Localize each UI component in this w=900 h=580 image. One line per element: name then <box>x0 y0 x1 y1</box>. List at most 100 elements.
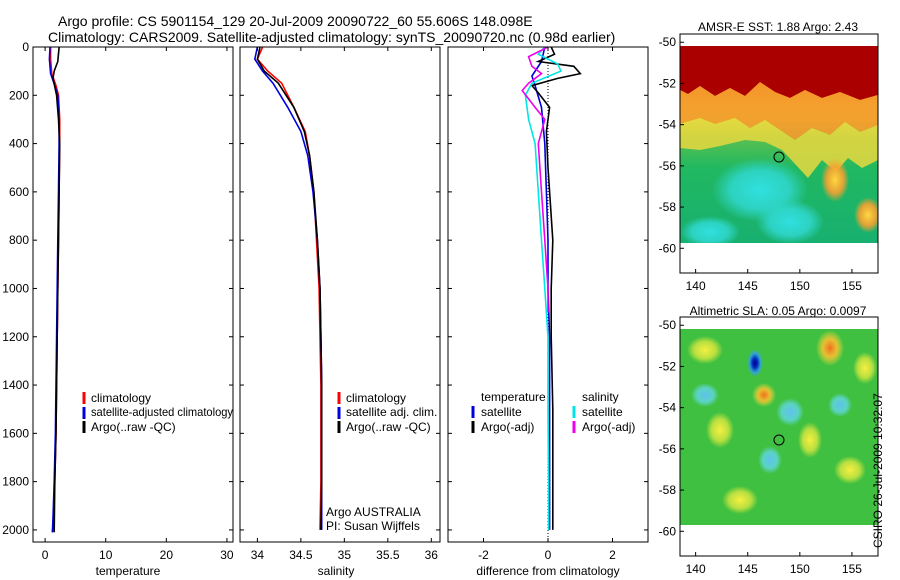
sst-map-panel: AMSR-E SST: 1.88 Argo: 2.43 140 145 150 155… <box>659 20 879 293</box>
salinity-legend: climatology satellite adj. clim. Argo(..… <box>337 391 437 434</box>
difference-xtick-label: 0 <box>545 548 552 562</box>
temperature-ytick-label: 400 <box>9 137 29 151</box>
sla-anomaly-8 <box>722 486 758 514</box>
sla_map-ytick-label: -58 <box>659 483 677 497</box>
sst_map-ytick-label: -54 <box>659 118 677 132</box>
sst-map-axis-ticks: 140 145 150 155 -50 -52 -54 -56 -58 -60 <box>659 35 863 293</box>
sst_map-ytick-label: -50 <box>659 35 677 49</box>
temperature-axis-ticks: 0 10 20 30 0 200 400 600 800 1000 1200 1400 1600 1800… <box>2 40 234 562</box>
sla-anomaly-11 <box>828 393 852 417</box>
sst_map-ytick-label: -56 <box>659 159 677 173</box>
sla-anomaly-6 <box>798 422 822 458</box>
sst-cold-tongue-3 <box>680 216 740 243</box>
difference-panel: -2 0 2 difference from climatology tempera… <box>447 46 649 578</box>
temperature-axis-label: temperature <box>96 564 161 578</box>
salinity-xtick-label: 35.5 <box>376 548 400 562</box>
sla-land-mask <box>680 525 878 556</box>
figure-title-line2: Climatology: CARS2009. Satellite-adjuste… <box>48 29 615 45</box>
csiro-timestamp-label: CSIRO 26-Jul-2009 10:32:07 <box>871 393 885 548</box>
sla-anomaly-4 <box>752 383 776 407</box>
difference-axis-ticks: -2 0 2 <box>448 46 648 562</box>
temperature-series <box>48 46 61 533</box>
sla_map-xtick-label: 155 <box>842 562 862 576</box>
temperature-panel: 0 10 20 30 0 200 400 600 800 1000 1200 1400 1600 1800… <box>2 40 234 578</box>
difference-legend: temperature satellite Argo(-adj) salinit… <box>471 390 635 434</box>
salinity-panel: 34 34.5 35 35.5 36 salinity climatology sate… <box>239 46 441 578</box>
sst_map-xtick-label: 140 <box>686 279 706 293</box>
sst-warm-front <box>680 46 878 100</box>
sst-heatmap <box>680 46 878 273</box>
sla-heatmap <box>680 329 878 556</box>
temperature-ytick-label: 600 <box>9 185 29 199</box>
sla-argo-position-marker <box>773 434 785 446</box>
difference-legend-salinity-title: salinity <box>582 390 619 404</box>
temperature-legend-argo: Argo(..raw -QC) <box>91 420 176 434</box>
sst-orange-band <box>680 82 878 140</box>
sst_map-ytick-label: -52 <box>659 76 677 90</box>
sla-map-panel: Altimetric SLA: 0.05 Argo: 0.0097 140 145… <box>659 304 879 576</box>
sla-anomaly-7 <box>834 456 866 484</box>
sla-map-frame <box>679 316 879 557</box>
salinity-axis-ticks: 34 34.5 35 35.5 36 <box>240 46 440 562</box>
sla_map-ytick-label: -52 <box>659 359 677 373</box>
temperature-ytick-label: 1600 <box>2 426 29 440</box>
difference-series-line-0 <box>531 46 551 530</box>
temperature-series-line-2 <box>52 46 61 533</box>
temperature-legend-climatology: climatology <box>91 391 151 405</box>
sla-anomaly-5 <box>706 412 734 448</box>
salinity-axis-label: salinity <box>318 564 355 578</box>
sla-anomaly-9 <box>691 383 719 407</box>
salinity-xtick-label: 34.5 <box>289 548 313 562</box>
salinity-xtick-label: 35 <box>338 548 352 562</box>
sla-map-axis-ticks: 140 145 150 155 -50 -52 -54 -56 -58 -60 <box>659 318 863 576</box>
salinity-xtick-label: 36 <box>425 548 439 562</box>
temperature-plot-frame <box>32 46 234 543</box>
sst-warm-eddy-2 <box>854 197 878 233</box>
sla-anomaly-1 <box>687 336 723 364</box>
salinity-series-line-1 <box>253 46 323 530</box>
salinity-annotation-pi: PI: Susan Wijffels <box>326 519 420 533</box>
sla_map-xtick-label: 150 <box>790 562 810 576</box>
difference-xtick-label: 2 <box>609 548 616 562</box>
temperature-xtick-label: 10 <box>99 548 113 562</box>
sst-cold-tongue-2 <box>756 200 824 243</box>
temperature-ytick-label: 0 <box>22 40 29 54</box>
sla_map-ytick-label: -54 <box>659 401 677 415</box>
difference-legend-sal-satellite: satellite <box>582 405 623 419</box>
sla_map-ytick-label: -56 <box>659 442 677 456</box>
temperature-ytick-label: 1800 <box>2 475 29 489</box>
sst_map-xtick-label: 145 <box>738 279 758 293</box>
salinity-legend-climatology: climatology <box>346 391 406 405</box>
sst-land-mask <box>680 243 878 273</box>
difference-legend-temp-argo: Argo(-adj) <box>481 420 534 434</box>
sst-argo-position-marker <box>773 151 785 163</box>
sst-warm-eddy <box>821 158 849 202</box>
figure-title-line1: Argo profile: CS 5901154_129 20-Jul-2009… <box>58 13 533 29</box>
salinity-legend-argo: Argo(..raw -QC) <box>346 420 431 434</box>
temperature-xtick-label: 20 <box>160 548 174 562</box>
sst_map-ytick-label: -60 <box>659 241 677 255</box>
temperature-legend: climatology satellite-adjusted climatolo… <box>82 391 233 434</box>
sla-anomaly-3 <box>853 352 877 384</box>
temperature-ytick-label: 1200 <box>2 330 29 344</box>
difference-legend-temp-satellite: satellite <box>481 405 522 419</box>
salinity-series <box>253 46 323 530</box>
sla-anomaly-10 <box>776 398 804 426</box>
salinity-series-line-0 <box>256 46 322 530</box>
sla-anomaly-2 <box>816 330 844 366</box>
sst_map-ytick-label: -58 <box>659 200 677 214</box>
temperature-xtick-label: 0 <box>42 548 49 562</box>
temperature-ytick-label: 1000 <box>2 281 29 295</box>
salinity-series-line-2 <box>256 46 323 530</box>
difference-xtick-label: -2 <box>478 548 489 562</box>
temperature-ytick-label: 1400 <box>2 378 29 392</box>
sla-map-title: Altimetric SLA: 0.05 Argo: 0.0097 <box>690 304 867 318</box>
salinity-legend-satellite: satellite adj. clim. <box>346 405 437 419</box>
sla_map-xtick-label: 145 <box>738 562 758 576</box>
difference-series-line-3 <box>521 46 549 313</box>
sla_map-ytick-label: -50 <box>659 318 677 332</box>
sla_map-ytick-label: -60 <box>659 524 677 538</box>
difference-series <box>521 46 582 542</box>
temperature-ytick-label: 2000 <box>2 523 29 537</box>
